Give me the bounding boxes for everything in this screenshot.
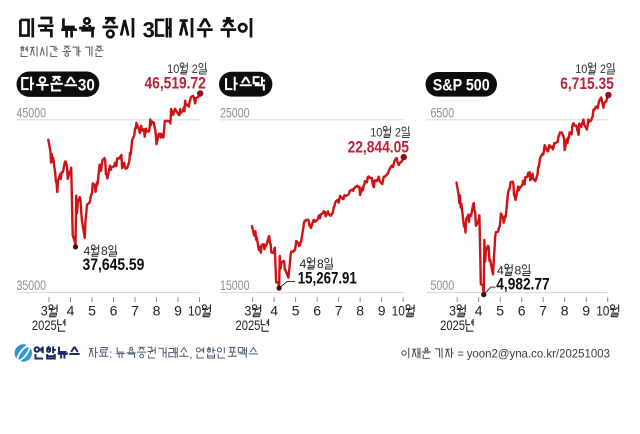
svg-text:yoon2@yna.co.kr/20251003: yoon2@yna.co.kr/20251003 xyxy=(467,347,611,361)
svg-text:4: 4 xyxy=(84,244,91,258)
svg-text:3: 3 xyxy=(244,303,251,319)
svg-text:22,844.05: 22,844.05 xyxy=(348,137,409,156)
svg-text:2025: 2025 xyxy=(440,317,465,333)
svg-text:10: 10 xyxy=(167,62,179,76)
svg-text:9: 9 xyxy=(582,303,590,319)
svg-text:5: 5 xyxy=(88,303,96,319)
svg-text:8: 8 xyxy=(561,303,569,319)
svg-text:5: 5 xyxy=(292,303,300,319)
svg-text:6: 6 xyxy=(518,303,526,319)
svg-text:10: 10 xyxy=(370,125,382,139)
svg-text:,: , xyxy=(189,347,192,361)
svg-text:6: 6 xyxy=(110,303,118,319)
svg-text:4: 4 xyxy=(67,303,75,319)
svg-text:9: 9 xyxy=(378,303,386,319)
svg-text:8: 8 xyxy=(356,303,364,319)
svg-text:S&P 500: S&P 500 xyxy=(433,76,490,95)
svg-text::: : xyxy=(109,347,112,361)
svg-text:37,645.59: 37,645.59 xyxy=(83,255,145,274)
svg-text:15000: 15000 xyxy=(220,277,250,293)
svg-text:3: 3 xyxy=(41,303,48,319)
svg-text:9: 9 xyxy=(174,303,182,319)
svg-text:5000: 5000 xyxy=(431,277,455,293)
svg-text:3: 3 xyxy=(143,18,155,43)
svg-text:25000: 25000 xyxy=(220,104,250,120)
svg-text:4: 4 xyxy=(475,303,483,319)
svg-text:10: 10 xyxy=(596,303,609,319)
svg-text:35000: 35000 xyxy=(17,277,47,293)
svg-text:45000: 45000 xyxy=(17,104,47,120)
svg-text:6: 6 xyxy=(313,303,321,319)
svg-text:8: 8 xyxy=(317,257,324,271)
svg-text:=: = xyxy=(457,347,464,361)
svg-text:2: 2 xyxy=(395,125,401,139)
svg-text:8: 8 xyxy=(515,263,522,277)
svg-text:7: 7 xyxy=(539,303,547,319)
svg-text:8: 8 xyxy=(101,244,108,258)
svg-text:7: 7 xyxy=(131,303,139,319)
svg-text:2025: 2025 xyxy=(236,317,261,333)
svg-text:10: 10 xyxy=(392,303,405,319)
svg-text:8: 8 xyxy=(153,303,161,319)
svg-text:6500: 6500 xyxy=(431,104,455,120)
svg-text:4: 4 xyxy=(300,257,307,271)
svg-text:46,519.72: 46,519.72 xyxy=(145,73,206,92)
svg-text:4: 4 xyxy=(497,263,504,277)
svg-text:2: 2 xyxy=(600,62,606,76)
svg-text:10: 10 xyxy=(575,62,587,76)
svg-text:6,715.35: 6,715.35 xyxy=(560,74,614,93)
svg-text:15,267.91: 15,267.91 xyxy=(298,268,357,287)
svg-text:5: 5 xyxy=(496,303,504,319)
svg-text:2: 2 xyxy=(192,62,198,76)
svg-text:7: 7 xyxy=(335,303,343,319)
svg-text:4,982.77: 4,982.77 xyxy=(496,274,549,293)
svg-text:4: 4 xyxy=(270,303,278,319)
svg-text:10: 10 xyxy=(188,303,201,319)
svg-text:30: 30 xyxy=(78,76,95,95)
svg-text:3: 3 xyxy=(449,303,456,319)
svg-text:2025: 2025 xyxy=(32,317,57,333)
